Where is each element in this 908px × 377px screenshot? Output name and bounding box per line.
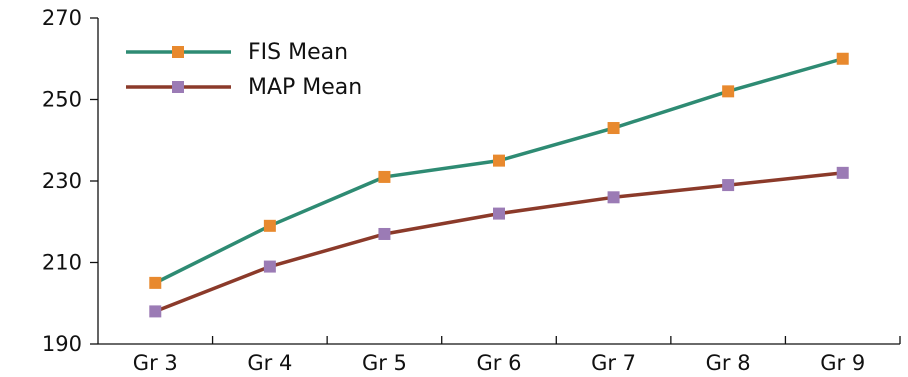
y-tick-label: 230 (42, 169, 82, 193)
legend-label: MAP Mean (248, 75, 362, 100)
x-tick-label: Gr 3 (133, 351, 178, 375)
legend-label: FIS Mean (248, 40, 348, 65)
data-point (149, 305, 162, 318)
legend-item: MAP Mean (126, 75, 362, 100)
data-point (836, 166, 849, 179)
legend-marker (172, 81, 184, 93)
legend: FIS Mean MAP Mean (126, 40, 362, 100)
data-point (722, 85, 735, 98)
data-point (263, 219, 276, 232)
axes (90, 17, 901, 345)
data-point (263, 260, 276, 273)
y-tick-label: 270 (42, 6, 82, 30)
y-tick-labels: 190 210 230 250 270 (42, 6, 82, 356)
data-point (378, 227, 391, 240)
series-fis-mean (149, 52, 849, 289)
legend-item: FIS Mean (126, 40, 348, 65)
series-layer (149, 52, 849, 318)
data-point (493, 154, 505, 167)
data-point (722, 179, 735, 192)
series-map-mean (149, 166, 849, 318)
y-tick-label: 210 (42, 251, 82, 275)
data-point (493, 207, 505, 220)
y-tick-label: 190 (42, 332, 82, 356)
legend-marker (172, 46, 184, 58)
x-tick-label: Gr 4 (247, 351, 292, 375)
data-point (607, 122, 620, 135)
x-tick-label: Gr 9 (820, 351, 865, 375)
x-tick-label: Gr 8 (706, 351, 751, 375)
data-point (149, 276, 162, 289)
data-point (836, 52, 849, 65)
y-tick-label: 250 (42, 88, 82, 112)
x-tick-labels: Gr 3 Gr 4 Gr 5 Gr 6 Gr 7 Gr 8 Gr 9 (133, 351, 865, 375)
data-point (607, 191, 620, 204)
data-point (378, 170, 391, 183)
series-line (154, 171, 843, 314)
x-tick-label: Gr 6 (477, 351, 522, 375)
x-tick-label: Gr 7 (591, 351, 636, 375)
x-tick-label: Gr 5 (362, 351, 407, 375)
